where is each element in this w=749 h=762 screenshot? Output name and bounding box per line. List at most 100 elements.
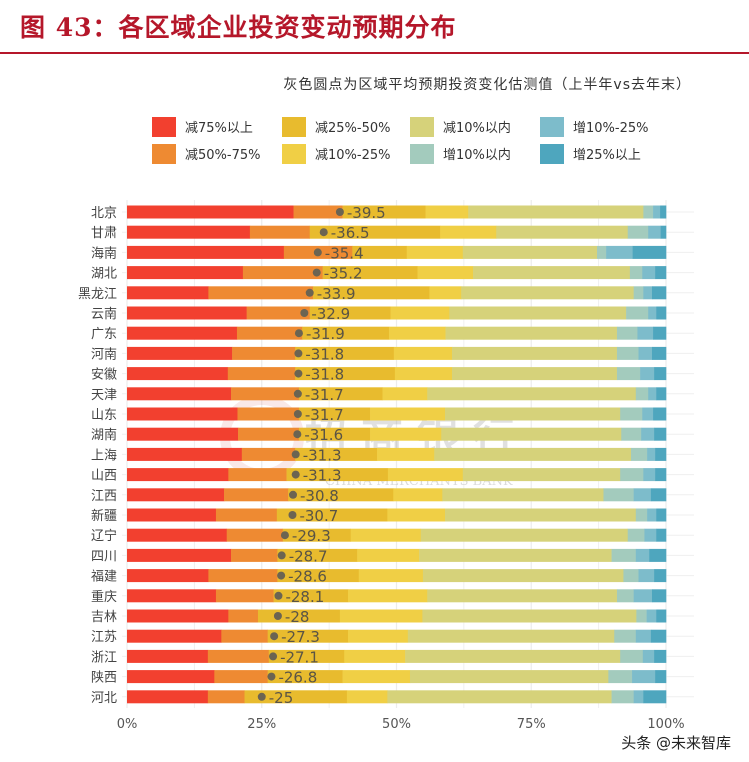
bar-segment [207, 690, 245, 704]
average-label: -32.9 [311, 305, 350, 323]
bar-segment [309, 225, 441, 239]
bar-segment [347, 589, 428, 603]
bar-segment [445, 508, 637, 522]
bar-segment [358, 569, 424, 583]
bar-segment [445, 407, 621, 421]
bar-segment [611, 548, 637, 562]
bar-segment [636, 609, 647, 623]
bar-segment [644, 528, 657, 542]
bar-segment [312, 286, 430, 300]
bar-segment [473, 266, 631, 280]
average-label: -29.3 [292, 527, 331, 545]
bar-segment [127, 326, 238, 340]
bar-segment [620, 407, 643, 421]
category-label: 江苏 [91, 629, 117, 645]
bar-segment [228, 468, 287, 482]
bar-segment [309, 306, 391, 320]
bar-segment [655, 468, 667, 482]
bar-segment [227, 367, 296, 381]
bar-segment [295, 367, 396, 381]
bar-segment [127, 447, 243, 461]
average-dot [305, 288, 314, 297]
chart-subtitle: 灰色圆点为区域平均预期投资变化估测值（上半年vs去年末） [283, 77, 691, 93]
category-label: 四川 [91, 549, 117, 564]
category-label: 广东 [91, 327, 117, 342]
bar-segment [614, 629, 637, 643]
bar-segment [293, 205, 343, 219]
legend-swatch [410, 144, 434, 164]
bar-segment [298, 427, 371, 441]
bar-segment [298, 407, 371, 421]
average-dot [288, 511, 297, 519]
bar-segment [656, 306, 667, 320]
bar-segment [215, 508, 278, 522]
bar-segment [422, 569, 624, 583]
bar-segment [127, 670, 215, 684]
bar-segment [127, 468, 229, 482]
average-label: -25 [269, 689, 294, 707]
bar-segment [273, 589, 349, 603]
bar-segment [387, 508, 446, 522]
bar-segment [597, 245, 607, 259]
bar-segment [642, 266, 656, 280]
category-label: 重庆 [91, 589, 117, 605]
category-label: 海南 [91, 245, 117, 261]
category-label: 湖南 [91, 427, 117, 443]
bar-segment [653, 407, 667, 421]
bar-segment [393, 346, 453, 360]
bar-segment [654, 427, 667, 441]
bar-segment [238, 427, 300, 441]
x-tick-label: 0% [117, 717, 138, 732]
x-tick-label: 50% [382, 717, 411, 732]
bar-segment [620, 649, 644, 663]
bar-segment [616, 346, 639, 360]
bar-segment [633, 690, 644, 704]
bar-segment [277, 569, 360, 583]
bar-segment [127, 387, 232, 401]
average-label: -27.3 [281, 628, 320, 646]
bar-segment [127, 589, 217, 603]
bar-segment [221, 629, 268, 643]
category-label: 陕西 [91, 671, 117, 686]
bar-segment [452, 346, 618, 360]
bar-segment [630, 447, 648, 461]
bar-segment [406, 245, 464, 259]
bar-segment [357, 548, 420, 562]
bar-segment [214, 670, 268, 684]
bar-segment [651, 589, 667, 603]
bar-segment [434, 447, 632, 461]
bar-segment [232, 346, 296, 360]
category-label: 河北 [91, 691, 117, 706]
bar-segment [322, 266, 418, 280]
legend-swatch [540, 117, 564, 137]
bar-segment [635, 548, 650, 562]
bar-segment [427, 387, 637, 401]
bar-segment [445, 326, 618, 340]
bar-segment [127, 367, 229, 381]
bar-segment [660, 225, 667, 239]
bar-segment [654, 569, 667, 583]
legend-swatch [540, 144, 564, 164]
bar-segment [656, 508, 667, 522]
bar-segment [127, 690, 209, 704]
average-dot [270, 632, 279, 641]
bar-segment [393, 488, 443, 502]
average-dot [273, 612, 282, 620]
bar-segment [370, 427, 442, 441]
category-label: 云南 [91, 306, 117, 322]
bar-segment [655, 266, 667, 280]
bar-segment [620, 468, 644, 482]
average-dot [289, 490, 298, 499]
bar-segment [370, 407, 446, 421]
bar-segment [462, 468, 621, 482]
average-dot [267, 672, 276, 681]
bar-segment [231, 548, 278, 562]
bar-segment [641, 427, 655, 441]
bar-segment [656, 528, 667, 542]
bar-segment [656, 387, 667, 401]
bar-segment [626, 306, 649, 320]
average-label: -27.1 [280, 648, 319, 666]
category-label: 天津 [91, 388, 117, 403]
bar-segment [643, 690, 667, 704]
bar-segment [387, 690, 612, 704]
